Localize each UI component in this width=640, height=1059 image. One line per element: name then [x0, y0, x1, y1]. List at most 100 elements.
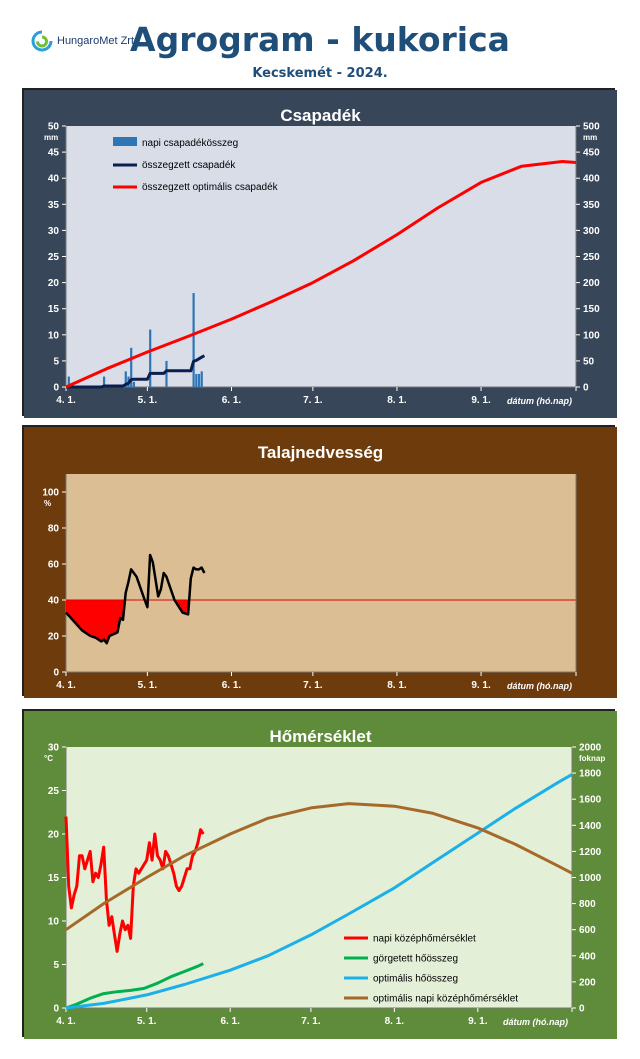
- precip-y2-axis-label: mm: [583, 133, 597, 142]
- soil-moisture-chart: Talajnedvesség 4. 1. 5. 1. 6. 1. 7. 1. 8. 1. 9…: [24, 427, 617, 698]
- precip-y-tick-label: 10: [48, 330, 60, 341]
- precipitation-panel: Csapadék 4. 1. 5. 1. 6. 1. 7. 1. 8. 1. 9. 1. dá…: [22, 88, 617, 418]
- precip-daily-bar: [124, 371, 127, 387]
- precip-daily-bar: [130, 347, 133, 387]
- temp-series-napi-kozephomerseklet: [64, 816, 205, 953]
- precip-series-osszegzett-csapadek: [66, 354, 206, 389]
- precip-legend-label: összegzett optimális csapadék: [142, 182, 279, 193]
- precip-legend-label: napi csapadékösszeg: [142, 138, 238, 149]
- temp-plot-area: [66, 747, 572, 1008]
- temp-y2-tick-label: 0: [579, 1004, 585, 1015]
- precip-y-tick-label: 50: [48, 122, 60, 133]
- temp-y2-tick-label: 1000: [579, 873, 602, 884]
- temperature-panel: Hőmérséklet 4. 1. 5. 1. 6. 1. 7. 1. 8. 1. 9. 1…: [22, 709, 617, 1039]
- temp-y2-tick-label: 1200: [579, 847, 602, 858]
- temp-y2-tick-label: 600: [579, 925, 596, 936]
- soil-x-tick-label: 9. 1.: [471, 680, 491, 691]
- precip-y2-tick-label: 500: [583, 122, 600, 133]
- temp-y-tick-label: 30: [48, 743, 60, 754]
- temp-y2-tick-label: 1800: [579, 769, 602, 780]
- temp-x-tick-label: 8. 1.: [385, 1016, 405, 1027]
- temp-legend-label: optimális hőösszeg: [373, 974, 458, 985]
- temp-y-tick-label: 20: [48, 830, 60, 841]
- temp-y-tick-label: 0: [53, 1004, 59, 1015]
- precip-daily-bar: [67, 376, 70, 387]
- precip-daily-bar: [197, 373, 201, 387]
- temp-x-tick-label: 7. 1.: [301, 1016, 321, 1027]
- temp-legend-label: görgetett hőösszeg: [373, 954, 458, 965]
- precip-y-tick-label: 30: [48, 226, 60, 237]
- temp-x-tick-label: 6. 1.: [220, 1016, 240, 1027]
- precip-series-osszegzett-optimalis-csapadek: [65, 160, 577, 389]
- temp-x-tick-label: 5. 1.: [137, 1016, 157, 1027]
- precip-daily-bar: [192, 293, 195, 387]
- soil-y-axis-label: %: [44, 499, 51, 508]
- temp-y2-axis-label: foknap: [579, 754, 605, 763]
- precip-y2-tick-label: 450: [583, 148, 600, 159]
- temp-y2-tick-label: 1400: [579, 821, 602, 832]
- soil-y-tick-label: 0: [53, 668, 59, 679]
- precip-daily-bar: [165, 360, 168, 387]
- precip-y-axis-label: mm: [44, 133, 58, 142]
- precip-y2-tick-label: 350: [583, 200, 600, 211]
- precip-y-tick-label: 40: [48, 174, 60, 185]
- soil-y-tick-label: 100: [42, 488, 59, 499]
- soil-y-tick-label: 60: [48, 560, 60, 571]
- precip-y-tick-label: 20: [48, 278, 60, 289]
- soil-y-tick-label: 20: [48, 632, 60, 643]
- soil-x-tick-label: 4. 1.: [56, 680, 76, 691]
- soil-deficit-area: [66, 600, 125, 644]
- soil-x-tick-label: 6. 1.: [222, 680, 242, 691]
- precip-y2-tick-label: 100: [583, 330, 600, 341]
- page-subtitle: Kecskemét - 2024.: [252, 66, 388, 81]
- precip-x-tick-label: 9. 1.: [471, 395, 491, 406]
- temp-y2-tick-label: 200: [579, 977, 596, 988]
- soil-plot-area: [66, 474, 576, 672]
- temp-y-axis-label: °C: [44, 754, 53, 763]
- precip-legend-swatch: [113, 137, 137, 146]
- precip-daily-bar: [102, 376, 106, 387]
- temp-y-tick-label: 25: [48, 786, 60, 797]
- soil-x-tick-label: 8. 1.: [387, 680, 407, 691]
- precip-x-tick-label: 8. 1.: [387, 395, 407, 406]
- precip-daily-bar: [195, 373, 198, 387]
- temp-y2-tick-label: 2000: [579, 743, 602, 754]
- logo-swirl-icon: [31, 30, 53, 52]
- temp-y2-tick-label: 1600: [579, 795, 602, 806]
- precip-y-tick-label: 0: [53, 383, 59, 394]
- precip-y-tick-label: 5: [53, 356, 59, 367]
- temp-title: Hőmérséklet: [269, 727, 371, 746]
- precip-y-tick-label: 35: [48, 200, 60, 211]
- temp-y-tick-label: 15: [48, 873, 60, 884]
- temp-x-axis-label: dátum (hó.nap): [503, 1017, 568, 1027]
- temp-y-tick-label: 10: [48, 917, 60, 928]
- precip-title: Csapadék: [280, 106, 361, 125]
- temp-series-optimalis-napi-kozephomerseklet: [65, 802, 573, 931]
- page-title: Agrogram - kukorica: [130, 20, 510, 59]
- temp-legend-label: napi középhőmérséklet: [373, 934, 476, 945]
- precip-x-tick-label: 5. 1.: [138, 395, 158, 406]
- soil-x-tick-label: 5. 1.: [138, 680, 158, 691]
- soil-y-tick-label: 40: [48, 596, 60, 607]
- temp-y2-tick-label: 800: [579, 899, 596, 910]
- precip-y2-tick-label: 0: [583, 383, 589, 394]
- precip-x-tick-label: 7. 1.: [303, 395, 323, 406]
- temp-legend-label: optimális napi középhőmérséklet: [373, 994, 518, 1005]
- precip-y-tick-label: 25: [48, 252, 60, 263]
- precip-daily-bar: [149, 329, 152, 387]
- soil-moisture-line: [65, 553, 206, 645]
- precip-y2-tick-label: 400: [583, 174, 600, 185]
- precip-x-tick-label: 6. 1.: [222, 395, 242, 406]
- precip-y2-tick-label: 200: [583, 278, 600, 289]
- temp-y-tick-label: 5: [53, 960, 59, 971]
- temp-y2-tick-label: 400: [579, 951, 596, 962]
- soil-y-tick-label: 80: [48, 524, 60, 535]
- precip-y2-tick-label: 150: [583, 304, 600, 315]
- temp-series-optimalis-hoosszeg: [65, 773, 573, 1010]
- temp-series-gorgetett-hoosszeg: [65, 962, 204, 1010]
- precip-legend-label: összegzett csapadék: [142, 160, 236, 171]
- logo-text: HungaroMet Zrt.: [57, 35, 138, 47]
- precipitation-chart: Csapadék 4. 1. 5. 1. 6. 1. 7. 1. 8. 1. 9. 1. dá…: [24, 90, 617, 418]
- precip-y2-tick-label: 250: [583, 252, 600, 263]
- hungaromet-logo: HungaroMet Zrt.: [30, 30, 137, 52]
